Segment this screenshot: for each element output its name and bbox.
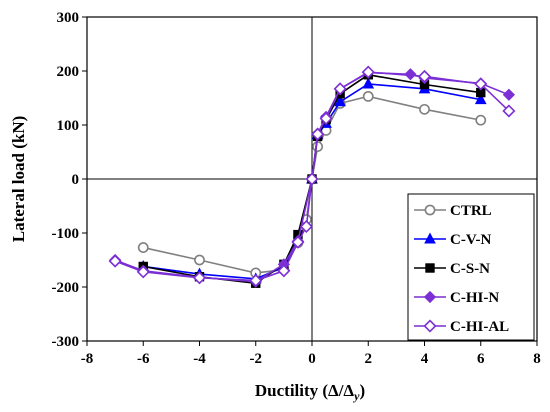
data-point-c-v-n xyxy=(474,93,487,105)
data-point-c-hi-al xyxy=(108,254,122,268)
data-point-c-hi-al xyxy=(299,219,313,234)
legend-label: C-HI-N xyxy=(450,290,499,306)
y-tick-label: 300 xyxy=(57,10,80,26)
data-point-c-hi-al xyxy=(291,235,305,249)
x-tick-label: 2 xyxy=(365,351,373,367)
x-tick-label: 6 xyxy=(477,351,485,367)
legend-label: C-S-N xyxy=(450,261,490,277)
legend-items: CTRL C-V-N C-S-N C-HI-N C-HI-AL xyxy=(414,203,509,335)
data-point-c-hi-al xyxy=(319,111,333,126)
y-tick-label: 100 xyxy=(57,118,80,134)
data-point-c-hi-n xyxy=(502,88,515,101)
data-point-c-hi-n xyxy=(404,68,417,81)
data-point-ctrl xyxy=(312,141,324,152)
legend-item-c-hi-al: C-HI-AL xyxy=(414,319,509,335)
x-tick-label: 0 xyxy=(308,351,316,367)
legend-label: CTRL xyxy=(450,203,492,219)
data-point-ctrl xyxy=(419,103,430,115)
x-axis-title-main: Ductility (Δ/Δ xyxy=(255,381,355,400)
data-point-c-hi-al xyxy=(361,65,375,79)
data-point-ctrl xyxy=(137,242,149,253)
x-tick-label: -6 xyxy=(137,351,150,367)
y-tick-label: -200 xyxy=(52,280,80,296)
x-tick-label: -8 xyxy=(81,351,94,367)
legend-label: C-V-N xyxy=(450,232,492,248)
data-point-c-hi-al xyxy=(249,273,263,288)
x-tick-label: -4 xyxy=(193,351,206,367)
data-point-c-hi-al xyxy=(502,104,516,118)
data-point-c-hi-al xyxy=(333,82,347,96)
data-point-c-hi-al xyxy=(305,172,319,186)
series-layer xyxy=(108,65,516,288)
legend-swatch-marker xyxy=(424,232,436,244)
legend-item-c-hi-n: C-HI-N xyxy=(414,290,499,306)
data-point-ctrl xyxy=(194,254,205,266)
x-axis-title-close: ) xyxy=(359,381,365,400)
x-axis-title: Ductility (Δ/Δy) xyxy=(255,381,365,403)
data-point-c-hi-al xyxy=(474,77,488,91)
data-point-c-hi-al xyxy=(311,127,325,141)
legend-swatch-marker xyxy=(425,263,435,273)
legend-swatch-marker xyxy=(423,290,437,304)
legend-label: C-HI-AL xyxy=(450,319,509,335)
ticks-layer: -8 -6 -4 -2 0 2 4 6 8 -300 -200 -100 0 100 200 300 xyxy=(52,10,541,367)
y-axis-title: Lateral load (kN) xyxy=(9,116,28,243)
y-tick-label: -100 xyxy=(52,226,80,242)
series-c-hi-al xyxy=(108,65,516,288)
x-tick-label: 8 xyxy=(533,351,541,367)
y-tick-label: 0 xyxy=(72,172,80,188)
legend-swatch-marker xyxy=(424,204,436,216)
data-point-ctrl xyxy=(475,114,487,126)
data-point-c-v-n xyxy=(334,95,346,107)
y-tick-label: 200 xyxy=(57,64,80,80)
data-point-c-hi-al xyxy=(192,271,207,285)
data-point-c-hi-al xyxy=(277,264,291,278)
legend-item-c-v-n: C-V-N xyxy=(414,232,492,248)
data-point-c-hi-al xyxy=(417,69,432,83)
y-tick-label: -300 xyxy=(52,334,80,350)
data-point-c-hi-al xyxy=(136,265,150,279)
legend: CTRL C-V-N C-S-N C-HI-N C-HI-AL xyxy=(407,193,535,341)
legend-item-ctrl: CTRL xyxy=(414,203,492,219)
x-tick-label: -2 xyxy=(250,351,263,367)
legend-swatch-marker xyxy=(423,319,437,333)
legend-item-c-s-n: C-S-N xyxy=(414,261,490,277)
x-axis-title-sub: y xyxy=(352,389,360,403)
x-tick-label: 4 xyxy=(421,351,429,367)
data-point-c-v-n xyxy=(362,77,375,89)
data-point-ctrl xyxy=(362,90,374,102)
